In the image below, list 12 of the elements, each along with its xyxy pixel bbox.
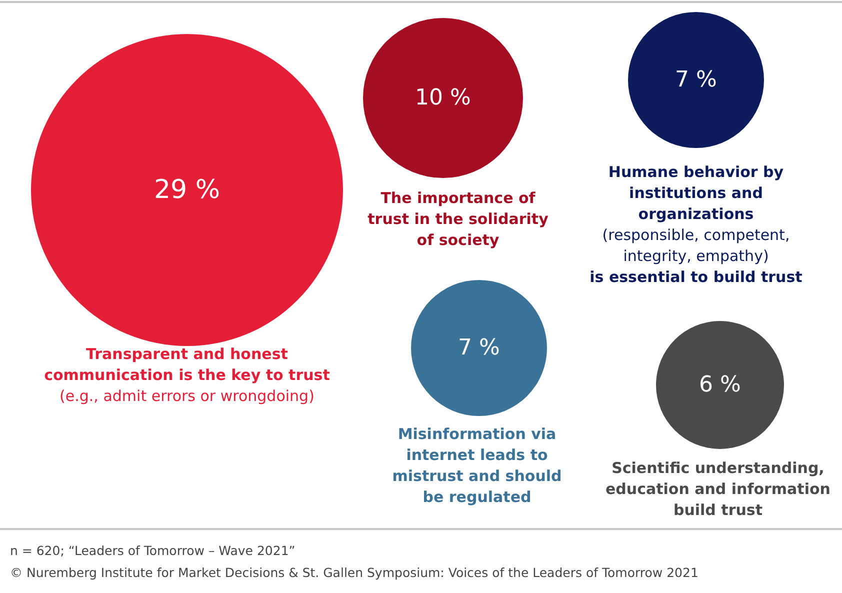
text: n = 620; “Leaders of Tomorrow – Wave 2021” <box>10 543 296 558</box>
category-label: Transparent and honest communication is the key to trust (e.g., admit errors or wrongdoing) <box>43 345 331 407</box>
data-label: 6 % <box>699 372 741 398</box>
data-label: 29 % <box>154 175 220 205</box>
text: © Nuremberg Institute for Market Decisions & St. Gallen Symposium: Voices of the Leaders of Tomorrow 2021 <box>10 565 698 580</box>
data-label: 7 % <box>675 68 717 92</box>
category-label: Humane behavior by institutions and organizations (responsible, competent, integrity, empathy) is essential to build trust <box>588 163 804 286</box>
data-label: 7 % <box>458 336 500 360</box>
category-label: The importance of trust in the solidarity of society <box>368 189 548 249</box>
category-label: Scientific understanding, education and information build trust <box>606 459 830 519</box>
category-label: Misinformation via internet leads to mistrust and should be regulated <box>392 425 562 506</box>
data-label: 10 % <box>415 86 471 110</box>
